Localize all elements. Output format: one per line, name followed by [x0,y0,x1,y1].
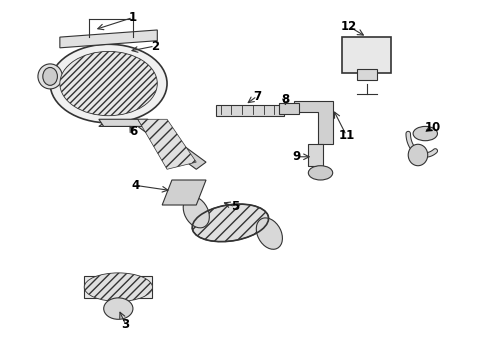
Text: 4: 4 [131,179,140,192]
Ellipse shape [192,204,269,242]
Text: 12: 12 [341,20,357,33]
Ellipse shape [84,273,152,301]
Bar [343,37,391,73]
Polygon shape [162,180,206,205]
Ellipse shape [43,67,57,85]
Text: 2: 2 [151,40,159,53]
Bar [357,69,376,80]
Polygon shape [138,119,196,169]
Text: 7: 7 [253,90,261,103]
Ellipse shape [408,144,428,166]
Polygon shape [60,30,157,48]
Text: 8: 8 [281,93,290,106]
Polygon shape [308,144,323,166]
Polygon shape [294,102,333,144]
Polygon shape [84,276,152,298]
Text: 6: 6 [129,125,137,138]
Ellipse shape [50,44,167,123]
Text: 5: 5 [231,200,240,213]
Text: 10: 10 [424,121,441,134]
Text: 11: 11 [338,129,354,142]
Bar [279,103,298,114]
Ellipse shape [256,218,282,249]
Ellipse shape [38,64,62,89]
Ellipse shape [183,197,209,228]
Ellipse shape [104,298,133,319]
Ellipse shape [308,166,333,180]
Polygon shape [216,105,284,116]
Text: 9: 9 [292,150,300,163]
Ellipse shape [60,51,157,116]
Ellipse shape [413,126,438,141]
Polygon shape [99,119,206,169]
Text: 3: 3 [122,318,130,331]
Polygon shape [99,119,143,126]
Text: 1: 1 [129,11,137,24]
